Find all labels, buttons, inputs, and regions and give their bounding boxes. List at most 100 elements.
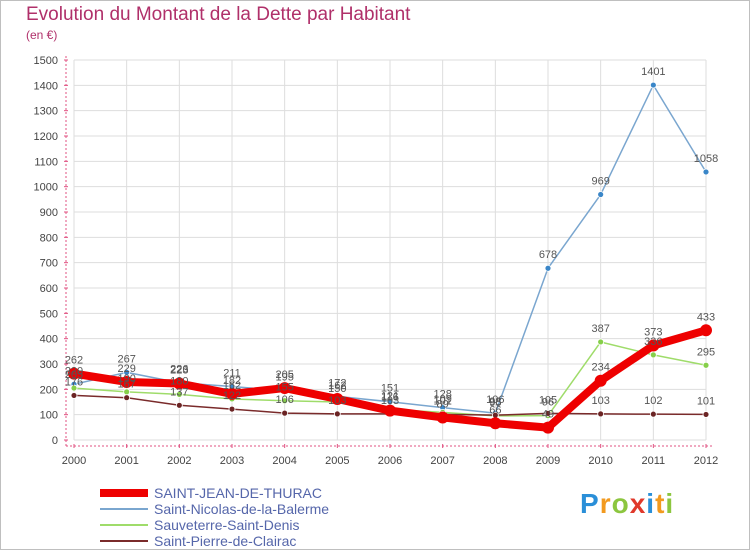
data-label-saint-nicolas-de-la-balerme: 226 [170,364,188,376]
data-point-saint-pierre-de-clairac [597,410,605,418]
data-label-saint-jean-de-thurac: 89 [437,398,449,410]
data-label-saint-pierre-de-clairac: 102 [644,395,662,407]
data-label-saint-pierre-de-clairac: 101 [697,395,715,407]
data-label-saint-jean-de-thurac: 373 [644,327,662,339]
y-tick-label: 500 [40,308,58,320]
data-point-sauveterre-saint-denis [281,397,289,405]
logo-letter: t [655,488,666,519]
data-label-saint-nicolas-de-la-balerme: 211 [223,368,241,380]
chart-title: Evolution du Montant de la Dette par Hab… [26,4,411,25]
data-label-saint-nicolas-de-la-balerme: 128 [433,389,451,401]
x-tick-label: 2011 [642,455,666,467]
x-tick-label: 2001 [114,455,138,467]
data-label-saint-jean-de-thurac: 234 [591,362,609,374]
data-label-saint-pierre-de-clairac: 103 [591,395,609,407]
legend-swatch [100,508,148,510]
x-tick-label: 2012 [694,455,718,467]
data-point-saint-pierre-de-clairac [70,392,78,399]
data-label-sauveterre-saint-denis: 336 [644,336,662,348]
data-point-sauveterre-saint-denis [702,361,710,369]
data-label-saint-nicolas-de-la-balerme: 172 [328,377,346,389]
legend-item: Saint-Pierre-de-Clairac [100,533,296,549]
x-tick-label: 2009 [536,455,560,467]
data-label-saint-jean-de-thurac: 49 [542,409,554,421]
data-label-sauveterre-saint-denis: 387 [591,323,609,335]
data-point-saint-pierre-de-clairac [544,409,552,417]
data-point-saint-pierre-de-clairac [175,401,183,409]
legend-swatch [100,540,148,542]
data-label-sauveterre-saint-denis: 180 [170,375,188,387]
data-point-saint-pierre-de-clairac [649,410,657,418]
data-label-saint-pierre-de-clairac: 103 [381,395,399,407]
data-point-sauveterre-saint-denis [175,390,183,398]
x-tick-label: 2003 [220,455,244,467]
y-tick-label: 100 [40,410,58,422]
y-tick-label: 300 [40,359,58,371]
y-tick-label: 900 [40,207,58,219]
x-tick-label: 2007 [430,455,454,467]
data-label-sauveterre-saint-denis: 190 [117,373,135,385]
data-label-sauveterre-saint-denis: 295 [697,346,715,358]
data-label-saint-nicolas-de-la-balerme: 267 [117,353,135,365]
data-label-saint-nicolas-de-la-balerme: 969 [591,176,609,188]
y-tick-label: 700 [40,258,58,270]
y-tick-label: 200 [40,384,58,396]
x-tick-label: 2010 [588,455,612,467]
data-label-saint-pierre-de-clairac: 98 [489,396,501,408]
data-point-saint-jean-de-thurac [647,339,660,352]
data-point-saint-jean-de-thurac [489,417,502,430]
logo-letter: r [599,488,612,519]
x-tick-label: 2004 [272,455,296,467]
y-tick-label: 1500 [34,55,58,67]
data-point-saint-nicolas-de-la-balerme [597,191,605,198]
data-label-saint-jean-de-thurac: 262 [65,355,83,367]
x-tick-label: 2000 [62,455,86,467]
data-point-saint-jean-de-thurac [384,404,396,417]
legend-label: Saint-Nicolas-de-la-Balerme [154,501,330,517]
data-label-saint-pierre-de-clairac: 103 [328,395,346,407]
logo-letter: x [629,488,647,519]
y-tick-label: 1000 [34,182,58,194]
data-label-saint-jean-de-thurac: 223 [170,365,188,377]
data-point-saint-pierre-de-clairac [333,410,341,418]
data-point-saint-jean-de-thurac [700,324,712,337]
data-label-saint-nicolas-de-la-balerme: 195 [275,372,293,384]
data-point-saint-jean-de-thurac [120,375,133,388]
data-label-saint-pierre-de-clairac: 106 [275,394,293,406]
legend-item: Sauveterre-Saint-Denis [100,517,300,533]
data-point-saint-nicolas-de-la-balerme [544,264,552,272]
y-tick-label: 1100 [34,156,58,168]
data-label-saint-jean-de-thurac: 162 [328,380,346,392]
data-point-saint-pierre-de-clairac [228,405,236,413]
legend-item: SAINT-JEAN-DE-THURAC [100,485,322,501]
legend-label: Saint-Pierre-de-Clairac [154,533,297,549]
legend-label: SAINT-JEAN-DE-THURAC [154,485,323,501]
data-label-saint-nicolas-de-la-balerme: 678 [539,249,557,261]
data-point-saint-jean-de-thurac [68,367,80,380]
data-point-sauveterre-saint-denis [70,384,78,392]
x-tick-label: 2002 [167,455,191,467]
data-point-sauveterre-saint-denis [597,338,605,346]
data-label-saint-jean-de-thurac: 182 [223,375,241,387]
data-label-sauveterre-saint-denis: 109 [433,393,451,405]
data-label-saint-jean-de-thurac: 66 [489,404,501,416]
proxiti-logo: Proxiti [580,488,674,520]
logo-letter: o [611,488,630,519]
data-label-sauveterre-saint-denis: 155 [275,382,293,394]
data-label-saint-pierre-de-clairac: 167 [117,379,135,391]
data-label-saint-jean-de-thurac: 229 [117,363,135,375]
y-tick-label: 0 [52,435,58,447]
data-point-saint-pierre-de-clairac [702,411,710,418]
data-label-sauveterre-saint-denis: 205 [65,369,83,381]
data-label-sauveterre-saint-denis: 95 [489,397,501,409]
legend-swatch [100,524,148,526]
logo-letter: i [665,488,675,519]
data-point-saint-pierre-de-clairac [281,409,289,417]
data-point-saint-jean-de-thurac [226,387,238,400]
logo-letter: P [580,488,600,519]
legend-swatch [100,489,148,497]
data-label-saint-jean-de-thurac: 116 [381,392,399,404]
data-label-sauveterre-saint-denis: 150 [328,383,346,395]
data-point-saint-nicolas-de-la-balerme [649,81,657,89]
